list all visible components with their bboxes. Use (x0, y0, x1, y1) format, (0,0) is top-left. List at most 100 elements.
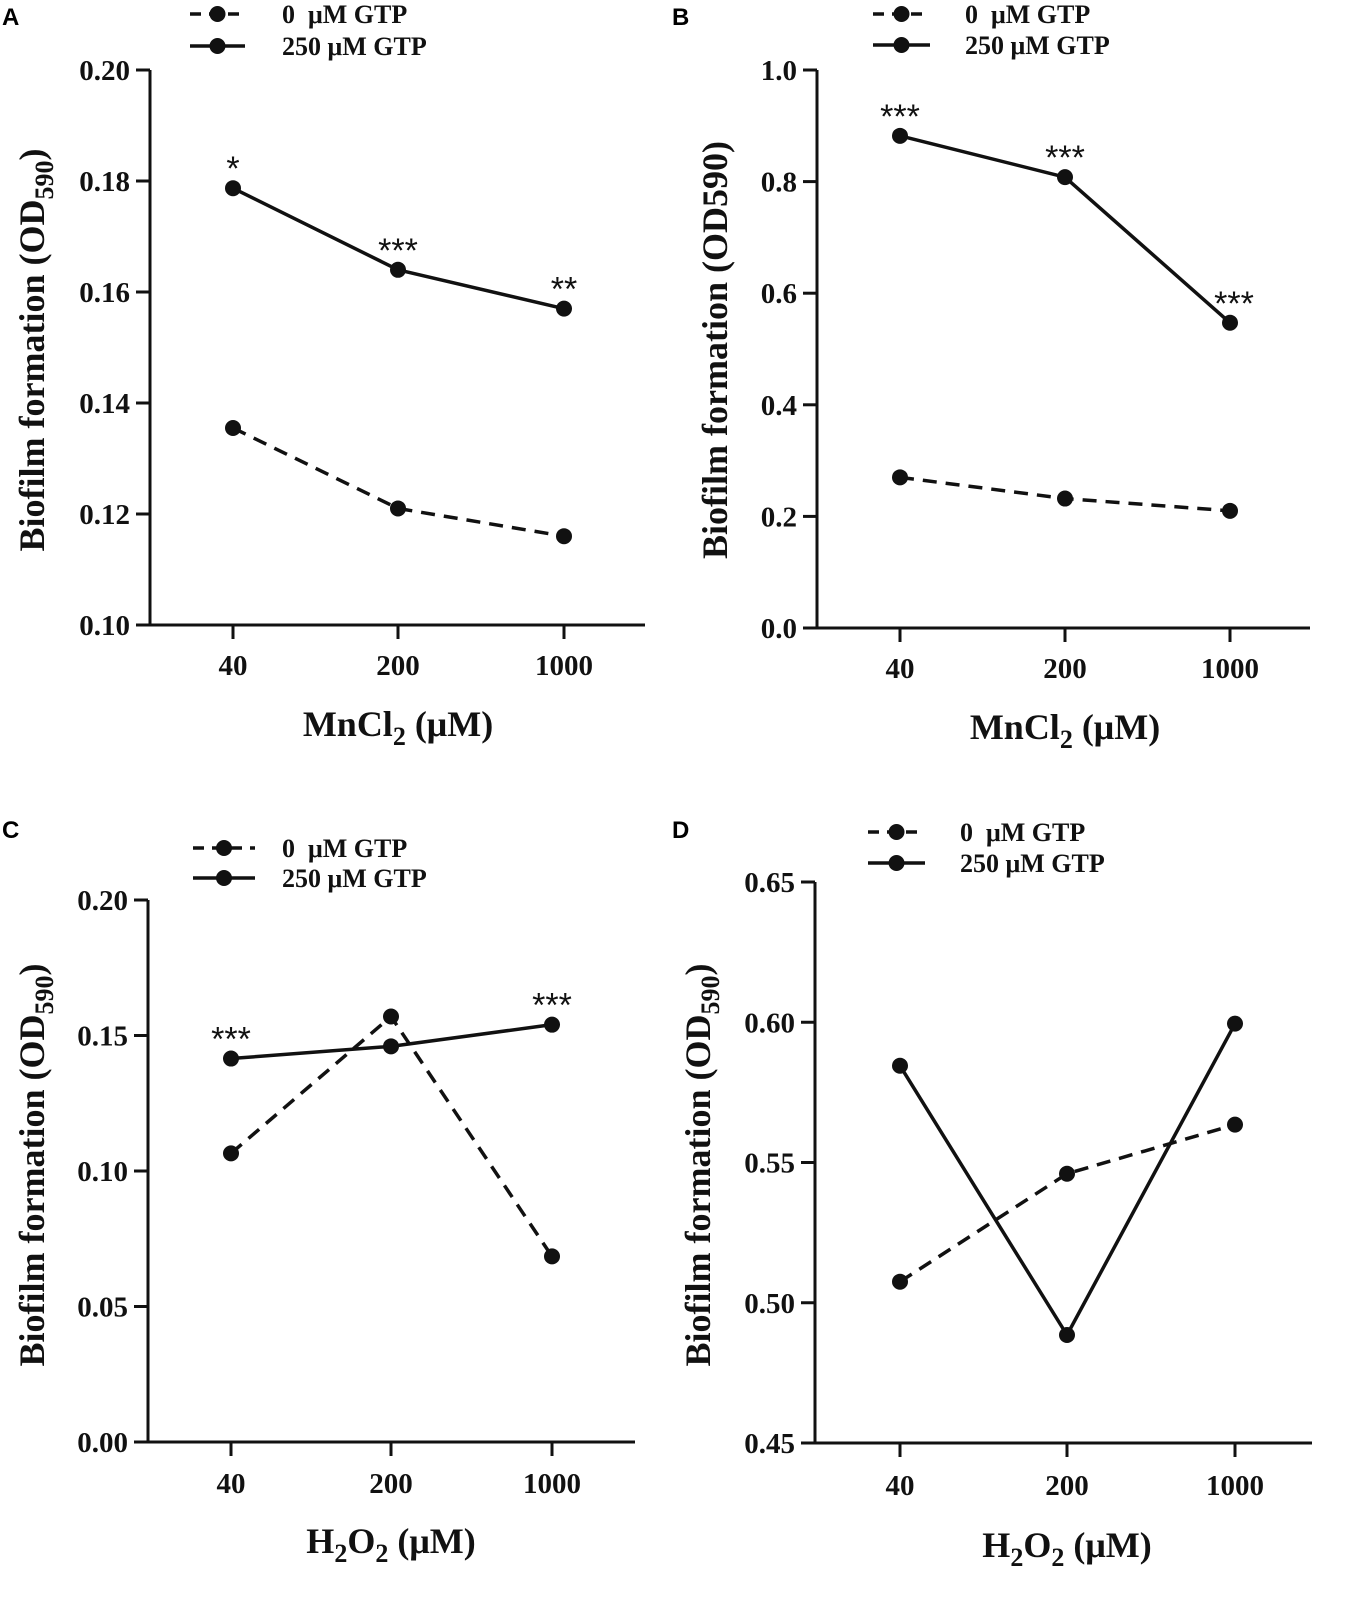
point-0-gtp-40 (892, 469, 908, 486)
point-0-gtp-40 (892, 1273, 908, 1290)
point-0-gtp-1000 (1227, 1116, 1243, 1133)
x-axis-title: H2O2 (μM) (982, 1525, 1151, 1572)
point-250-gtp-1000 (1227, 1015, 1243, 1032)
y-tick-label: 0.15 (77, 1021, 128, 1053)
x-tick-label: 1000 (535, 650, 593, 682)
point-0-gtp-40 (225, 419, 241, 436)
x-tick-label: 40 (886, 653, 915, 685)
point-250-gtp-1000 (544, 1016, 560, 1033)
x-tick-label: 40 (217, 1468, 246, 1500)
x-tick-label: 200 (369, 1468, 413, 1500)
y-tick-label: 0.14 (79, 388, 130, 420)
legend-label-0-gtp: 0 μM GTP (282, 834, 407, 863)
point-0-gtp-1000 (544, 1248, 560, 1265)
x-tick-label: 1000 (523, 1468, 581, 1500)
legend-label-0-gtp: 0 μM GTP (960, 818, 1085, 847)
x-tick-label: 40 (886, 1470, 915, 1502)
y-tick-label: 0.20 (79, 55, 130, 87)
y-axis-title: Biofilm formation (OD590) (12, 964, 59, 1367)
y-axis-title: Biofilm formation (OD590) (12, 149, 59, 552)
y-tick-label: 0.60 (744, 1007, 795, 1039)
legend-label-250-gtp: 250 μM GTP (282, 864, 427, 893)
point-250-gtp-40 (892, 1057, 908, 1074)
y-axis-title: Biofilm formation (OD590) (695, 141, 735, 559)
point-250-gtp-200 (383, 1038, 399, 1055)
y-tick-label: 0.05 (77, 1292, 128, 1324)
legend: 0 μM GTP 250 μM GTP (190, 0, 427, 61)
legend-label-0-gtp: 0 μM GTP (965, 0, 1090, 29)
point-250-gtp-40 (892, 127, 908, 144)
x-tick-label: 200 (1045, 1470, 1089, 1502)
chart-panel-a: A 0.10 0.12 0.14 0.16 0.18 0.20 40 200 1000 MnCl2 … (2, 0, 645, 751)
legend-marker (209, 6, 226, 22)
panel-letter: B (672, 4, 689, 31)
y-tick-label: 0.6 (761, 278, 797, 310)
legend-label-0-gtp: 0 μM GTP (282, 0, 407, 29)
y-tick-label: 0.16 (79, 277, 130, 309)
x-tick-label: 1000 (1201, 653, 1259, 685)
x-axis-title: MnCl2 (μM) (970, 707, 1160, 754)
legend-marker (888, 855, 905, 871)
significance-marker: * (226, 150, 239, 188)
y-tick-label: 0.10 (79, 610, 130, 642)
significance-marker: *** (378, 232, 418, 270)
legend-marker (209, 38, 226, 54)
panel-letter: D (672, 817, 689, 844)
chart-panel-c: C 0.00 0.05 0.10 0.15 0.20 40 200 1000 H2O2 (μM) B… (2, 817, 635, 1568)
legend-marker (893, 37, 910, 53)
panel-letter: C (2, 817, 19, 844)
significance-marker: *** (880, 98, 920, 136)
y-tick-label: 0.20 (77, 885, 128, 917)
point-0-gtp-1000 (1222, 502, 1238, 519)
point-250-gtp-200 (1057, 169, 1073, 186)
x-tick-label: 40 (219, 650, 248, 682)
point-0-gtp-40 (223, 1145, 239, 1162)
y-tick-label: 0.2 (761, 501, 797, 533)
significance-marker: *** (211, 1021, 251, 1059)
significance-marker: *** (532, 987, 572, 1025)
y-tick-label: 0.10 (77, 1156, 128, 1188)
legend-label-250-gtp: 250 μM GTP (965, 31, 1110, 60)
point-250-gtp-200 (1059, 1327, 1075, 1344)
point-250-gtp-1000 (1222, 314, 1238, 331)
y-tick-label: 0.45 (744, 1428, 795, 1460)
significance-marker: *** (1045, 139, 1085, 177)
y-tick-label: 0.00 (77, 1427, 128, 1459)
significance-marker: ** (551, 271, 577, 309)
legend-marker (888, 824, 905, 840)
point-0-gtp-1000 (556, 528, 572, 545)
panel-letter: A (2, 4, 19, 31)
point-250-gtp-40 (225, 180, 241, 197)
y-tick-label: 0.12 (79, 499, 130, 531)
x-tick-label: 1000 (1206, 1470, 1264, 1502)
y-axis-title: Biofilm formation (OD590) (678, 964, 725, 1367)
point-0-gtp-200 (383, 1008, 399, 1025)
x-axis-title: H2O2 (μM) (306, 1521, 475, 1568)
point-0-gtp-200 (390, 500, 406, 517)
point-250-gtp-40 (223, 1050, 239, 1067)
x-tick-label: 200 (1043, 653, 1087, 685)
chart-panel-b: B 0.0 0.2 0.4 0.6 0.8 1.0 40 200 1000 MnCl2 (μM) Bi… (672, 0, 1310, 754)
y-tick-label: 0.8 (761, 167, 797, 199)
point-0-gtp-200 (1057, 490, 1073, 507)
point-250-gtp-1000 (556, 300, 572, 317)
point-250-gtp-200 (390, 261, 406, 278)
chart-panel-d: D 0.45 0.50 0.55 0.60 0.65 40 200 1000 H2O2 (μM) B… (672, 817, 1312, 1572)
legend-label-250-gtp: 250 μM GTP (282, 32, 427, 61)
legend-marker (216, 870, 232, 886)
y-tick-label: 0.4 (761, 390, 797, 422)
y-tick-label: 0.50 (744, 1288, 795, 1320)
x-axis-title: MnCl2 (μM) (303, 704, 493, 751)
legend-label-250-gtp: 250 μM GTP (960, 849, 1105, 878)
y-tick-label: 0.65 (744, 867, 795, 899)
y-tick-label: 1.0 (761, 55, 797, 87)
series-line-0-gtp (232, 426, 565, 538)
y-tick-label: 0.0 (761, 613, 797, 645)
legend-marker (216, 840, 232, 856)
legend-marker (893, 6, 910, 22)
point-0-gtp-200 (1059, 1165, 1075, 1182)
significance-marker: *** (1214, 285, 1254, 323)
